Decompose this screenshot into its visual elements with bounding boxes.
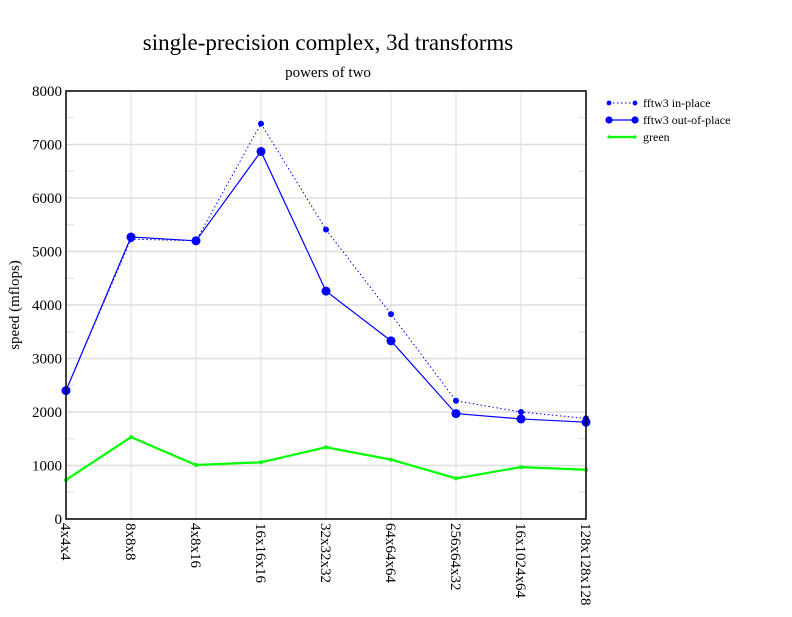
data-point — [519, 465, 523, 470]
data-point — [324, 445, 328, 450]
x-tick-label: 16x16x16 — [252, 523, 268, 584]
legend-marker — [632, 100, 638, 106]
x-tick-label: 64x64x64 — [382, 523, 398, 584]
data-point — [194, 462, 198, 467]
data-point — [388, 311, 394, 318]
legend-marker — [607, 135, 611, 139]
data-point — [129, 435, 133, 440]
plot-frame — [65, 90, 587, 520]
data-point — [518, 409, 524, 415]
y-axis-label: speed (mflops) — [7, 260, 23, 350]
legend-label: fftw3 out-of-place — [643, 113, 730, 127]
x-tick-label: 4x8x16 — [187, 523, 203, 569]
legend-marker — [606, 100, 612, 106]
legend-marker — [633, 135, 637, 139]
x-tick-label: 128x128x128 — [577, 523, 593, 606]
x-tick-label: 256x64x32 — [447, 523, 463, 591]
y-tick-label: 2000 — [32, 405, 62, 421]
data-point — [256, 146, 266, 156]
data-point — [386, 336, 396, 346]
x-tick-label: 8x8x8 — [122, 523, 138, 561]
data-point — [259, 460, 263, 465]
chart-title: single-precision complex, 3d transforms — [143, 30, 514, 55]
data-point — [321, 286, 331, 296]
legend-label: fftw3 in-place — [643, 96, 710, 110]
data-point — [516, 414, 526, 424]
y-tick-label: 8000 — [32, 84, 62, 100]
y-tick-label: 6000 — [32, 191, 62, 207]
legend-marker — [631, 116, 639, 124]
x-tick-label: 16x1024x64 — [512, 523, 528, 599]
data-point — [258, 120, 264, 127]
x-tick-label: 4x4x4 — [57, 523, 73, 561]
data-point — [191, 236, 201, 246]
data-point — [389, 457, 393, 462]
y-tick-label: 1000 — [32, 459, 62, 475]
data-point — [454, 476, 458, 481]
y-tick-label: 0 — [55, 512, 63, 528]
legend-label: green — [643, 130, 670, 144]
data-point — [451, 409, 461, 419]
y-tick-label: 5000 — [32, 245, 62, 261]
x-tick-label: 32x32x32 — [317, 523, 333, 583]
y-tick-label: 7000 — [32, 138, 62, 154]
data-point — [323, 226, 329, 233]
legend-marker — [605, 116, 613, 124]
data-point — [453, 397, 459, 404]
y-tick-label: 3000 — [32, 352, 62, 368]
data-point — [126, 232, 136, 242]
chart-subtitle: powers of two — [285, 65, 371, 81]
y-tick-label: 4000 — [32, 298, 62, 314]
